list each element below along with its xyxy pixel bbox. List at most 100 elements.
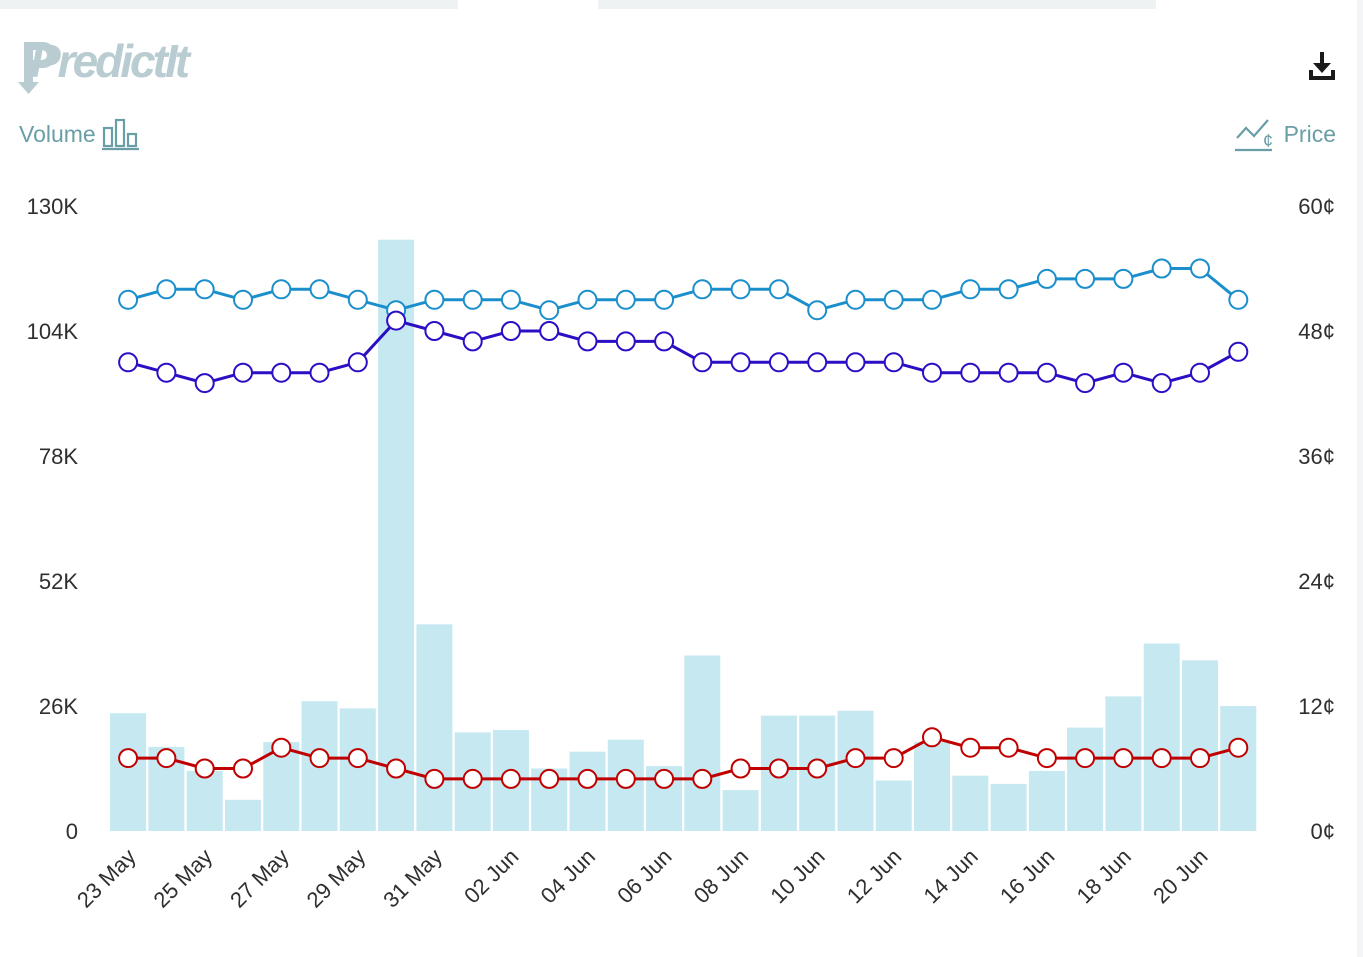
x-axis-tick-label: 08 Jun [689,844,753,908]
x-axis-tick-label: 25 May [149,844,218,913]
x-axis-tick-label: 16 Jun [995,844,1059,908]
price-point [922,289,942,310]
volume-bar [569,751,606,831]
price-point [462,289,483,310]
volume-bar [1143,643,1180,831]
volume-toggle[interactable]: Volume [19,114,141,154]
x-axis-tick-label: 04 Jun [536,844,600,908]
right-axis-tick-label: 0¢ [1311,819,1335,844]
left-axis-tick-label: 52K [39,569,78,594]
x-axis-tick-label: 27 May [225,844,294,913]
price-toggle[interactable]: ¢ Price [1234,114,1336,154]
price-point [768,758,789,779]
right-axis-tick-label: 60¢ [1298,194,1335,219]
volume-label: Volume [19,120,96,147]
volume-bar [875,780,912,831]
right-axis-tick-label: 48¢ [1298,319,1335,344]
price-point [577,768,598,789]
x-axis-tick-label: 06 Jun [612,844,676,908]
price-point [539,300,560,321]
price-point [194,758,215,779]
price-point [1190,362,1210,383]
price-point [539,321,560,341]
volume-bar [416,624,453,831]
price-point [347,748,368,769]
x-axis-tick-label: 02 Jun [459,844,523,908]
left-axis-tick-label: 0 [66,819,78,844]
price-point [1151,258,1172,279]
price-point [577,331,598,352]
price-point [845,289,866,310]
x-axis-tick-label: 14 Jun [918,844,982,908]
price-point [1113,362,1134,383]
price-point [500,321,521,341]
top-tab-strip-left [0,0,458,9]
price-point [1228,289,1249,310]
price-point [998,737,1019,758]
price-point [347,352,368,373]
left-axis-tick-label: 78K [39,444,78,469]
price-point [1151,373,1172,394]
price-point [845,352,866,373]
price-point [118,289,139,310]
price-point [845,748,866,769]
price-point [998,362,1019,383]
price-point [1075,268,1096,289]
price-point [194,279,215,300]
price-point [922,727,942,748]
price-point [1036,268,1057,289]
volume-bar [684,655,721,831]
x-axis-tick-label: 23 May [72,844,141,913]
left-axis-tick-label: 130K [27,194,79,219]
top-tab-strip-right [598,0,1156,9]
price-point [768,279,789,300]
price-point [883,289,904,310]
right-axis-labels: 0¢ 12¢ 24¢ 36¢ 48¢ 60¢ [1298,194,1335,844]
price-point [883,352,904,373]
price-point [654,331,675,352]
price-point [386,310,407,331]
right-axis-tick-label: 12¢ [1298,694,1335,719]
left-axis-labels: 0 26K 52K 78K 104K 130K [27,194,79,844]
price-point [1075,373,1096,394]
price-point [807,300,828,321]
price-point [156,748,177,769]
price-point [692,768,713,789]
volume-bar [722,790,759,831]
price-point [654,768,675,789]
price-point [960,279,981,300]
price-point [194,373,215,394]
price-point [768,352,789,373]
price-point [347,289,368,310]
volume-bar [1067,727,1104,831]
price-point [233,362,253,383]
volume-bar [914,742,950,831]
price-point [156,279,177,300]
price-point [730,279,751,300]
price-point [960,362,981,383]
price-point [118,352,139,373]
volume-bar [225,799,261,832]
download-icon[interactable] [1304,50,1340,84]
x-axis-tick-label: 20 Jun [1148,844,1212,908]
price-point [807,758,828,779]
price-point [922,362,942,383]
price-point [1228,341,1249,362]
price-point [615,289,636,310]
price-point [1190,748,1210,769]
volume-bar [378,239,415,831]
price-point [309,748,330,769]
volume-bar [837,710,874,831]
price-point [1075,748,1096,769]
price-point [692,352,713,373]
volume-bar [1182,660,1218,831]
price-point [730,758,751,779]
price-point [424,768,445,789]
volume-bar [990,783,1027,831]
right-axis-tick-label: 36¢ [1298,444,1335,469]
price-point [156,362,177,383]
price-point [424,321,445,341]
volume-bar [110,713,147,831]
price-point [233,289,253,310]
volume-bar [186,770,223,831]
